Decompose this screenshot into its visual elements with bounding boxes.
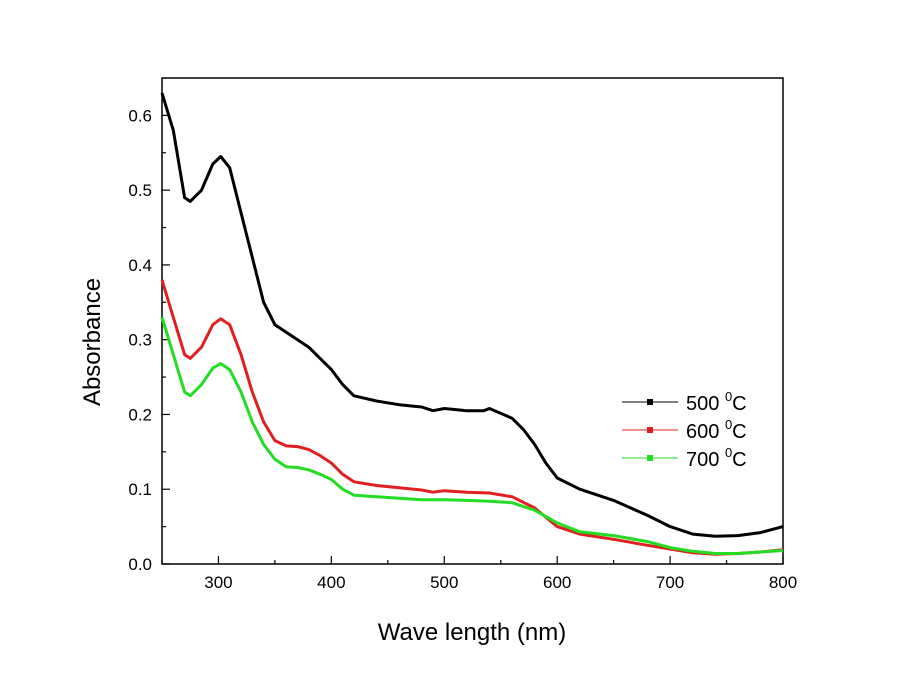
- series-line-600: [160, 279, 784, 556]
- y-tick-label: 0.1: [128, 480, 152, 499]
- y-tick-label: 0.5: [128, 181, 152, 200]
- x-tick-label: 300: [204, 573, 232, 592]
- series-line-500: [160, 92, 784, 538]
- y-tick-label: 0.0: [128, 555, 152, 574]
- legend-marker: [647, 455, 653, 461]
- legend-label: 700 0C: [686, 445, 747, 471]
- series-line-700: [160, 316, 784, 555]
- x-tick-label: 500: [430, 573, 458, 592]
- legend-marker: [647, 399, 653, 405]
- x-tick-label: 600: [543, 573, 571, 592]
- y-tick-label: 0.3: [128, 331, 152, 350]
- y-tick-label: 0.2: [128, 405, 152, 424]
- legend-item-700: 700 0C: [622, 445, 747, 471]
- legend-label: 500 0C: [686, 389, 747, 415]
- legend-item-500: 500 0C: [622, 389, 747, 415]
- legend-label: 600 0C: [686, 417, 747, 443]
- x-tick-label: 400: [317, 573, 345, 592]
- x-tick-label: 700: [656, 573, 684, 592]
- x-tick-label: 800: [769, 573, 797, 592]
- x-axis-label: Wave length (nm): [378, 619, 567, 646]
- legend-item-600: 600 0C: [622, 417, 747, 443]
- legend-marker: [647, 427, 653, 433]
- y-tick-label: 0.4: [128, 256, 152, 275]
- y-axis-label: Absorbance: [79, 278, 106, 406]
- y-tick-label: 0.6: [128, 106, 152, 125]
